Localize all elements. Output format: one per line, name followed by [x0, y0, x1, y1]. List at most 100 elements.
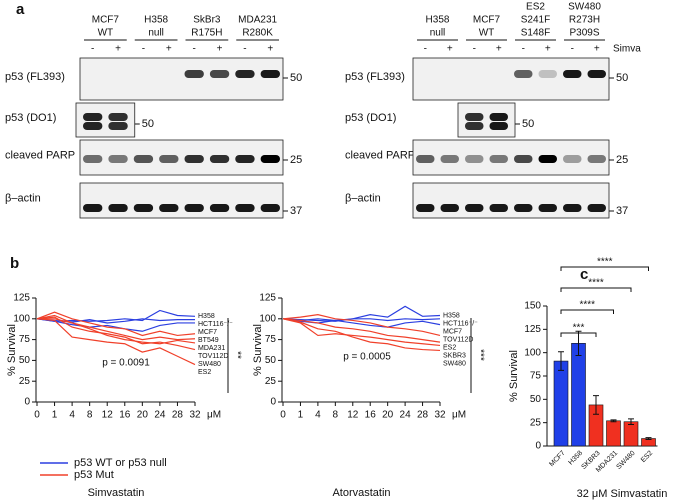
mw-marker: 25 [290, 154, 302, 166]
band [108, 122, 128, 130]
y-tick-label: 125 [524, 324, 541, 335]
cell-line-label: MCF7 [92, 15, 120, 26]
cell-line-label: MCF7 [473, 15, 501, 26]
y-axis-title: % Survival [6, 324, 18, 376]
series-label: SKBR3 [443, 352, 466, 359]
cell-line-label: WT [479, 28, 495, 39]
series-label: SW480 [198, 361, 221, 368]
band [514, 155, 533, 163]
y-tick-label: 125 [13, 293, 30, 304]
blot [412, 57, 610, 101]
series-label: HCT116⁻/⁻ [198, 321, 233, 328]
band [209, 204, 230, 212]
panel-label: a [16, 1, 25, 18]
band [489, 155, 508, 163]
x-tick-label: 32 [189, 410, 201, 421]
x-tick-label: ES2 [640, 450, 654, 464]
band [260, 204, 280, 212]
panel-label: c [580, 266, 588, 283]
band [184, 204, 204, 212]
series-label: H358 [198, 313, 215, 320]
cell-line-label: SW480 [568, 2, 601, 13]
lane-sign: + [545, 44, 551, 55]
lane-sign: + [217, 44, 223, 55]
mw-marker: 50 [142, 118, 154, 130]
cell-line-label: SkBr3 [193, 15, 221, 26]
mw-marker: 37 [616, 205, 628, 217]
blot [79, 182, 284, 219]
error-bar [575, 330, 582, 356]
y-tick-label: 75 [530, 371, 542, 382]
band [440, 155, 459, 163]
x-tick-label: 12 [102, 410, 114, 421]
y-tick-label: 100 [524, 347, 541, 358]
band [108, 155, 128, 163]
band [209, 155, 230, 163]
error-bar [610, 419, 617, 423]
bar [606, 420, 621, 447]
series-label: BT549 [198, 337, 219, 344]
x-tick-label: 8 [333, 410, 339, 421]
band [416, 204, 435, 212]
band [514, 204, 533, 212]
x-tick-label: 28 [172, 410, 184, 421]
series-label: SW480 [443, 360, 466, 367]
lane-sign: - [142, 44, 145, 55]
lane-sign: - [193, 44, 196, 55]
significance-bracket [560, 309, 614, 314]
lane-sign: - [473, 44, 476, 55]
x-tick-label: MCF7 [548, 450, 566, 468]
cell-line-label: WT [98, 28, 114, 39]
x-tick-label: 32 [434, 410, 446, 421]
series-line [36, 316, 196, 351]
band [260, 155, 280, 163]
y-axis-title: % Survival [508, 350, 520, 402]
y-tick-label: 50 [19, 355, 31, 366]
row-label: p53 (FL393) [345, 71, 405, 83]
series-line [37, 318, 196, 345]
significance: *** [573, 323, 585, 334]
series-line [282, 314, 441, 337]
cell-line-label: P309S [569, 28, 599, 39]
row-label: p53 (DO1) [5, 112, 56, 124]
band [514, 70, 533, 78]
series-label: MCF7 [443, 328, 462, 335]
series-line [282, 318, 441, 347]
x-tick-label: 1 [52, 410, 58, 421]
band [465, 113, 484, 121]
band [440, 204, 459, 212]
mw-marker: 50 [616, 72, 628, 84]
legend-label: p53 WT or p53 null [74, 457, 167, 469]
series-line [282, 318, 441, 343]
band [563, 155, 582, 163]
series-label: H358 [443, 312, 460, 319]
band [159, 204, 179, 212]
x-tick-label: 4 [69, 410, 75, 421]
cell-line-label: R273H [569, 15, 600, 26]
band [587, 204, 606, 212]
x-tick-label: 8 [87, 410, 93, 421]
y-tick-label: 0 [535, 441, 541, 452]
band [489, 113, 508, 121]
band [83, 155, 103, 163]
lane-sign: - [571, 44, 574, 55]
significance-bracket [560, 332, 597, 337]
x-tick-label: 12 [347, 410, 359, 421]
band [465, 122, 484, 130]
band [563, 70, 582, 78]
mw-marker: 25 [616, 154, 628, 166]
error-bar [558, 351, 564, 371]
mw-marker: 50 [290, 72, 302, 84]
band [133, 204, 154, 212]
x-tick-label: 24 [400, 410, 412, 421]
cell-line-label: S241F [521, 15, 550, 26]
x-axis-title: 32 μM Simvastatin [577, 488, 668, 500]
significance: **** [597, 257, 613, 268]
annotation: p = 0.0091 [102, 358, 150, 369]
cell-line-label: ES2 [526, 2, 545, 13]
band [465, 204, 484, 212]
lane-sign: + [166, 44, 172, 55]
x-tick-label: 20 [382, 410, 394, 421]
band [108, 113, 128, 121]
